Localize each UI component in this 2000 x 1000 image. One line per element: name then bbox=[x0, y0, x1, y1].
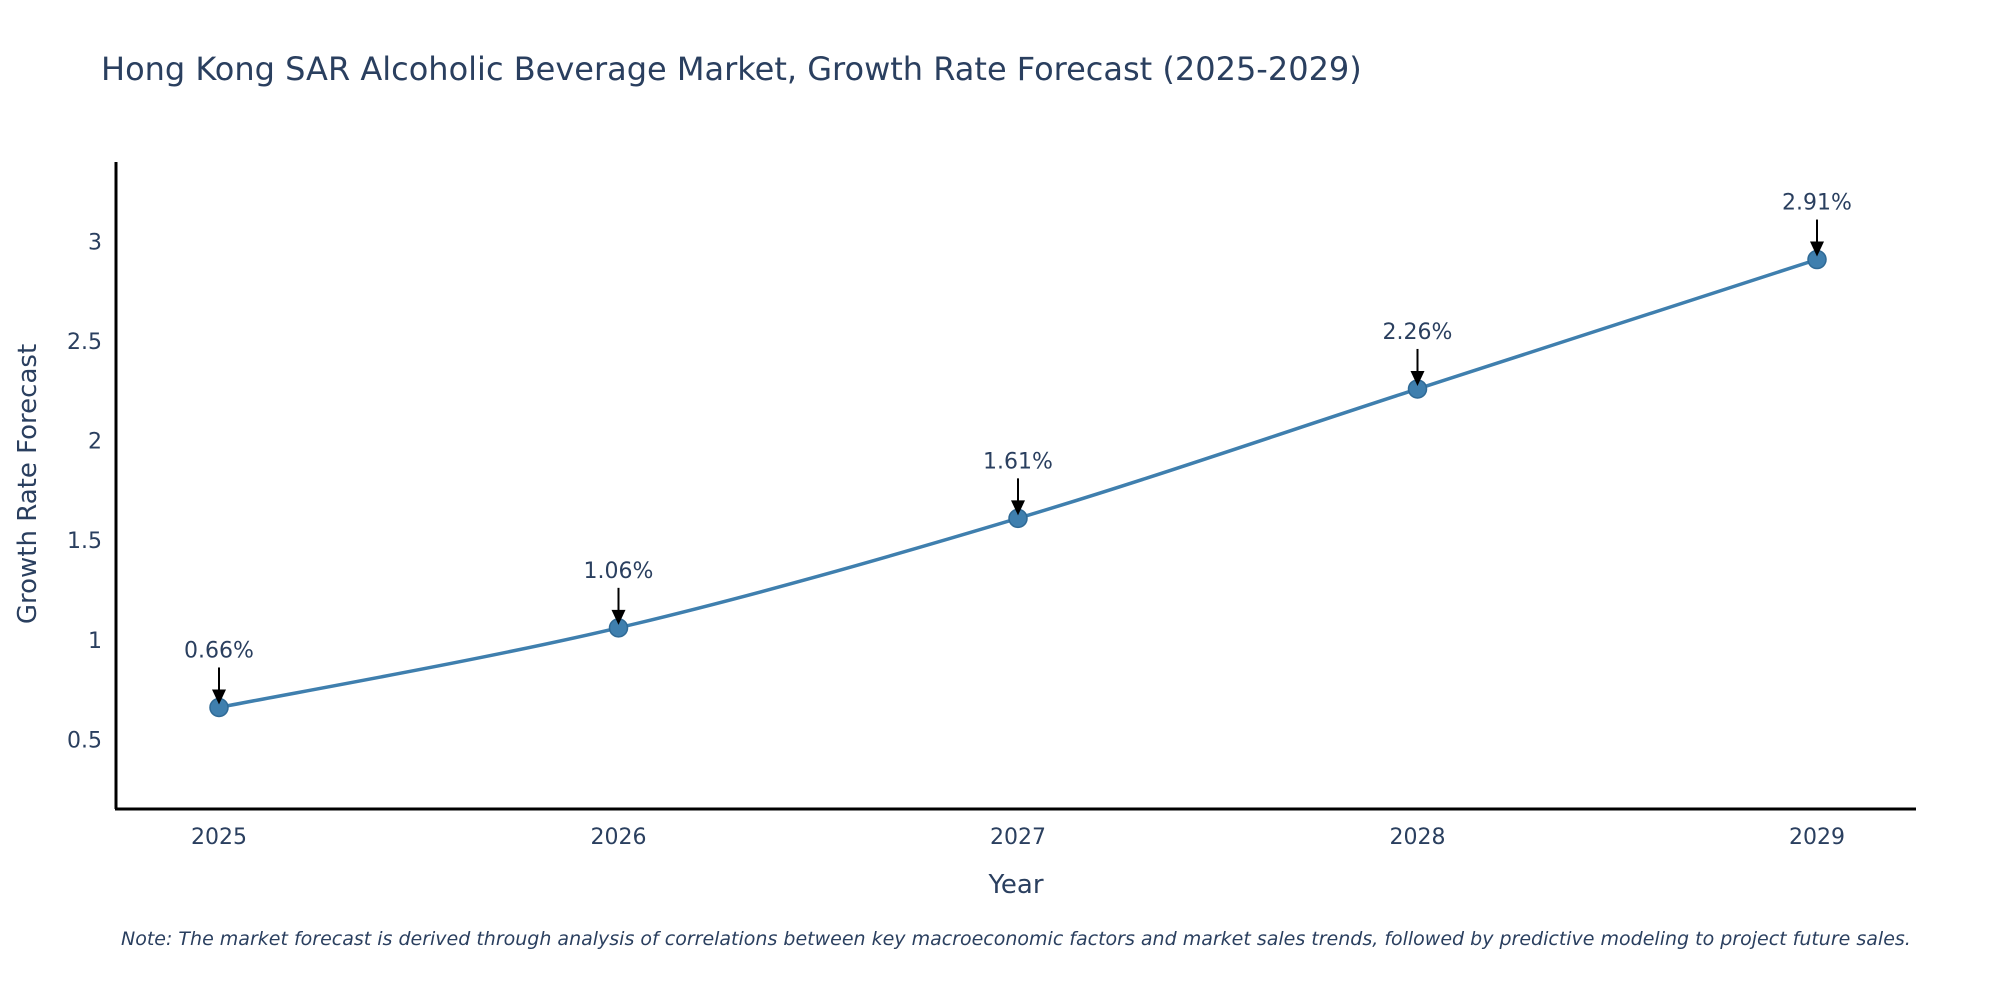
series-markers bbox=[209, 249, 1827, 718]
annotation-arrow-head bbox=[611, 609, 626, 625]
x-tick-labels: 2025 2026 2027 2028 2029 bbox=[191, 825, 1845, 850]
x-tick-label: 2029 bbox=[1789, 825, 1845, 850]
x-tick-label: 2026 bbox=[591, 825, 647, 850]
annotation-arrow-head bbox=[1810, 241, 1824, 257]
y-tick-label: 0.5 bbox=[67, 728, 102, 753]
y-tick-label: 1 bbox=[88, 629, 102, 654]
y-tick-label: 2 bbox=[88, 430, 102, 455]
annotation-arrow-head bbox=[1410, 370, 1425, 386]
x-tick-label: 2027 bbox=[990, 825, 1046, 850]
y-tick-label: 3 bbox=[88, 231, 102, 256]
footnote: Note: The market forecast is derived thr… bbox=[121, 928, 1911, 950]
x-tick-label: 2025 bbox=[191, 825, 247, 850]
data-label: 1.06% bbox=[584, 559, 654, 584]
x-tick-label: 2028 bbox=[1390, 825, 1446, 850]
y-tick-label: 2.5 bbox=[67, 330, 102, 355]
y-tick-label: 1.5 bbox=[67, 529, 102, 554]
y-axis-title: Growth Rate Forecast bbox=[13, 344, 43, 624]
data-label: 2.26% bbox=[1383, 320, 1453, 345]
annotation-arrow-head bbox=[212, 689, 226, 705]
data-label: 0.66% bbox=[184, 638, 254, 663]
data-label: 1.61% bbox=[983, 449, 1053, 474]
y-tick-labels: 0.5 1 1.5 2 2.5 3 bbox=[67, 231, 102, 754]
chart-title: Hong Kong SAR Alcoholic Beverage Market,… bbox=[101, 50, 1362, 88]
annotation-arrow-head bbox=[1011, 500, 1025, 516]
data-label-annotations: 0.66% 1.06% 1.61% 2.26% 2.91% bbox=[184, 191, 1852, 705]
x-axis-title: Year bbox=[987, 870, 1043, 900]
data-label: 2.91% bbox=[1782, 191, 1852, 216]
